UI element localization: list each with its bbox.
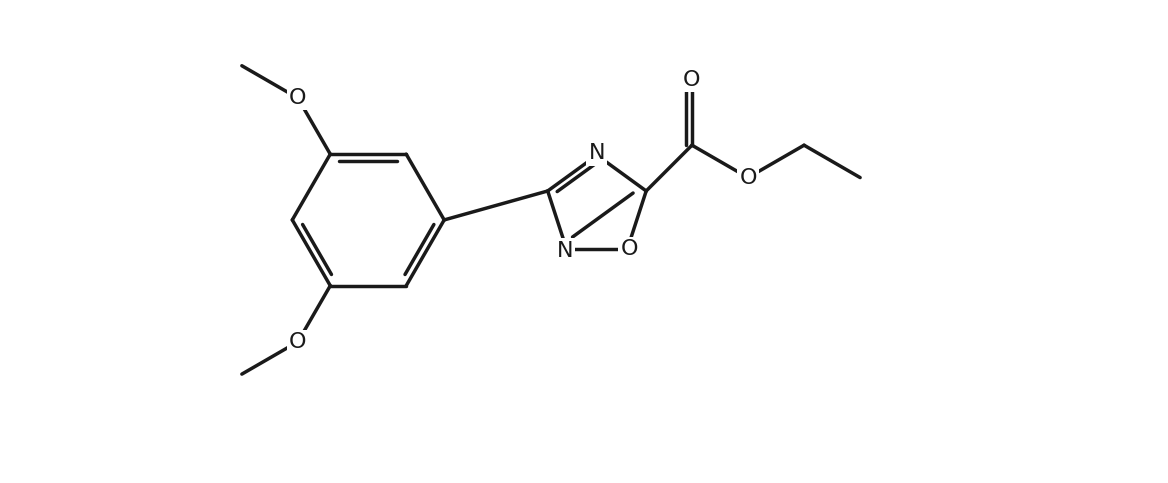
Text: N: N [589,143,605,163]
Text: O: O [290,332,307,352]
Text: N: N [556,241,573,261]
Text: O: O [739,168,757,187]
Text: O: O [290,88,307,108]
Text: O: O [683,70,701,90]
Text: O: O [620,239,638,259]
